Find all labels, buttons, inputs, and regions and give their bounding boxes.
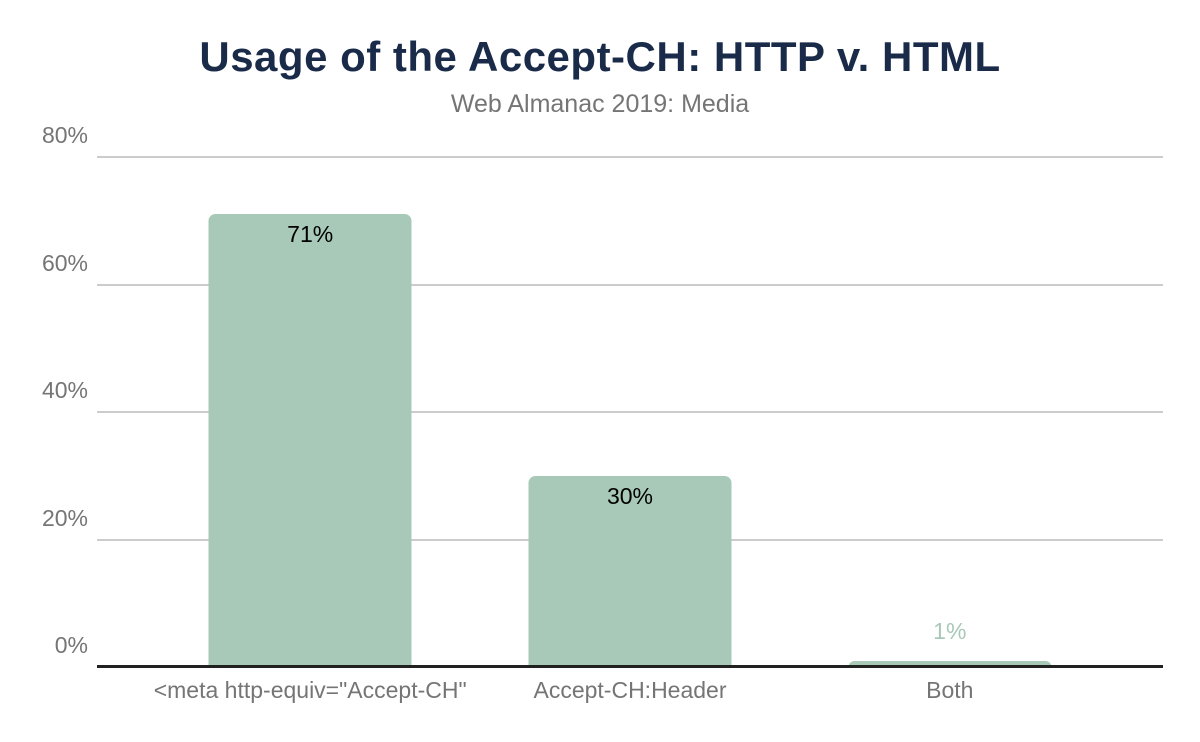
y-tick-label-40: 40% (41, 377, 88, 403)
y-tick-label-60: 60% (41, 249, 88, 276)
y-tick-label-80: 80% (41, 122, 88, 148)
value-label-1: 71% (287, 221, 334, 248)
x-tick-label-3: Both (926, 677, 974, 703)
plot-area: 0% 20% 40% 60% 80% 71% <meta http-equiv="Accep… (42, 124, 1163, 703)
chart-subtitle: Web Almanac 2019: Media (450, 90, 750, 118)
x-tick-label-2: Accept-CH:Header (533, 677, 727, 703)
bar-2 (528, 475, 732, 667)
gridline-40 (97, 411, 1163, 413)
x-tick-label-1: <meta http-equiv="Accept-CH" (153, 677, 467, 703)
gridline-80 (97, 156, 1163, 158)
bar-1 (208, 214, 412, 667)
gridline-60 (97, 283, 1163, 286)
chart-title: Usage of the Accept-CH: HTTP v. HTML (199, 33, 1001, 80)
value-label-2: 30% (606, 482, 654, 509)
y-tick-label-0: 0% (54, 632, 88, 658)
x-axis-baseline (97, 665, 1163, 668)
y-tick-label-20: 20% (41, 504, 88, 531)
value-label-3: 1% (933, 617, 967, 644)
bar-3 (848, 660, 1052, 667)
